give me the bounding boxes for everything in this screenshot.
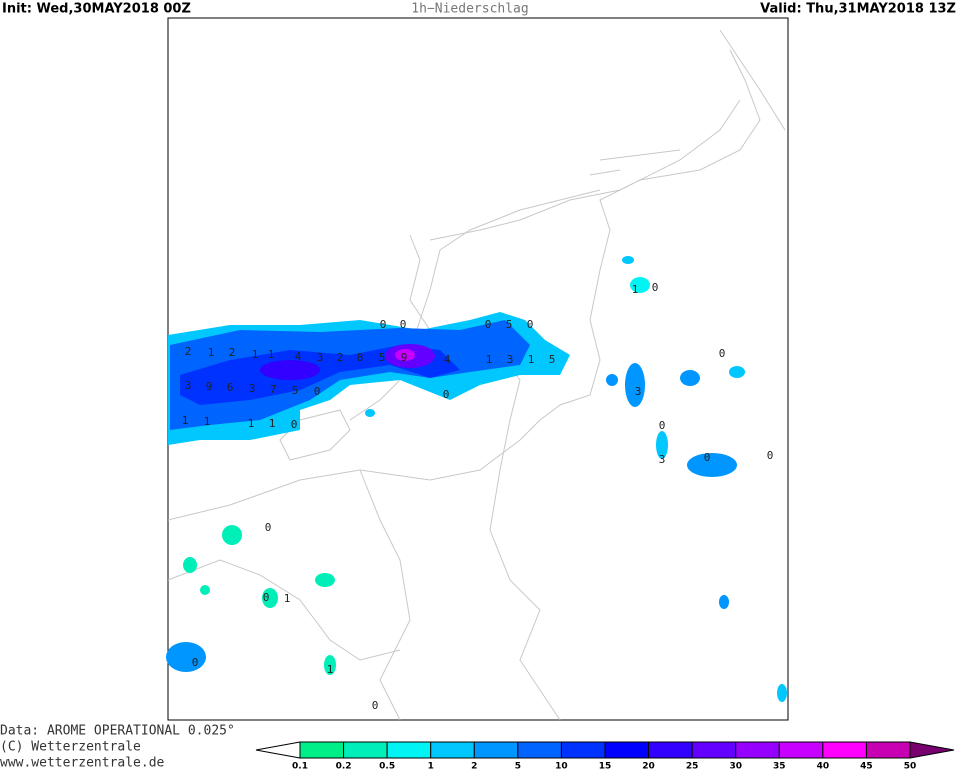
contour-label: 2 — [229, 346, 236, 359]
colorbar-swatch — [386, 741, 432, 759]
contour-label: 0 — [652, 281, 659, 294]
contour-label: 7 — [270, 383, 277, 396]
colorbar-swatch — [604, 741, 650, 759]
map-title: 1h−Niederschlag — [411, 2, 528, 17]
contour-label: 5 — [549, 353, 556, 366]
colorbar-swatch — [735, 741, 780, 759]
contour-label: 0 — [767, 449, 774, 462]
contour-label: 3 — [507, 353, 514, 366]
contour-label: 9 — [401, 351, 408, 364]
colorbar-label: 40 — [817, 762, 830, 770]
website: www.wetterzentrale.de — [0, 756, 165, 770]
contour-label: 0 — [659, 419, 666, 432]
contour-label: 1 — [182, 414, 189, 427]
contour-label: 0 — [719, 347, 726, 360]
colorbar-label: 10 — [555, 762, 568, 770]
colorbar-label: 45 — [860, 762, 873, 770]
init-time: Init: Wed,30MAY2018 00Z — [2, 2, 191, 17]
contour-label: 2 — [185, 345, 192, 358]
colorbar-label: 1 — [428, 762, 434, 770]
colorbar-under — [255, 741, 301, 759]
contour-label: 1 — [204, 415, 211, 428]
contour-label: 3 — [317, 351, 324, 364]
contour-label: 3 — [249, 382, 256, 395]
contour-label: 5 — [379, 351, 386, 364]
colorbar-swatch — [822, 741, 867, 759]
contour-label: 3 — [185, 379, 192, 392]
contour-label: 1 — [269, 417, 276, 430]
contour-label: 1 — [528, 353, 535, 366]
colorbar-label: 2 — [471, 762, 477, 770]
contour-label: 0 — [400, 318, 407, 331]
colorbar: 0.1 0.2 0.5 1 2 5 10 15 20 25 30 35 40 45 50 — [255, 741, 955, 770]
contour-label: 0 — [192, 656, 199, 669]
contour-label: 1 — [284, 592, 291, 605]
contour-label: 0 — [265, 521, 272, 534]
data-source: Data: AROME OPERATIONAL 0.025° — [0, 724, 235, 739]
contour-label: 4 — [444, 353, 451, 366]
contour-label: 5 — [292, 384, 299, 397]
contour-label: 0 — [704, 451, 711, 464]
contour-label: 3 — [659, 453, 666, 466]
colorbar-swatch — [865, 741, 911, 759]
contour-label: 1 — [632, 283, 639, 296]
contour-label: 1 — [486, 353, 493, 366]
colorbar-swatch — [517, 741, 562, 759]
colorbar-label: 0.5 — [379, 762, 395, 770]
colorbar-swatch — [648, 741, 693, 759]
contour-label: 0 — [485, 318, 492, 331]
colorbar-swatch — [299, 741, 345, 759]
colorbar-label: 20 — [642, 762, 655, 770]
contour-label: 2 — [337, 351, 344, 364]
contour-label: 1 — [208, 346, 215, 359]
valid-time: Valid: Thu,31MAY2018 13Z — [760, 2, 956, 17]
contour-label: 0 — [263, 591, 270, 604]
colorbar-swatch — [778, 741, 824, 759]
colorbar-label: 0.1 — [292, 762, 308, 770]
contour-label: 1 — [327, 663, 334, 676]
contour-label: 0 — [291, 418, 298, 431]
colorbar-swatch — [691, 741, 737, 759]
coastlines — [167, 29, 786, 721]
contour-label: 0 — [443, 388, 450, 401]
colorbar-label: 35 — [773, 762, 786, 770]
colorbar-label: 50 — [904, 762, 917, 770]
colorbar-swatch — [560, 741, 606, 759]
colorbar-label: 30 — [729, 762, 742, 770]
contour-label: 1 — [268, 348, 275, 361]
copyright: (C) Wetterzentrale — [0, 740, 141, 755]
contour-label: 3 — [635, 385, 642, 398]
contour-label: 8 — [357, 351, 364, 364]
precipitation — [166, 256, 787, 702]
colorbar-swatch — [473, 741, 519, 759]
contour-label: 1 — [248, 417, 255, 430]
colorbar-label: 5 — [515, 762, 521, 770]
contour-label: 0 — [372, 699, 379, 712]
map-labels: 0 0 0 5 02 1 2 1 1 4 3 2 8 5 9 4 1 3 1 53 9 6 3 7 5 0 01 1 1 1 01 00303… — [182, 281, 774, 712]
colorbar-label: 0.2 — [336, 762, 352, 770]
contour-label: 0 — [314, 385, 321, 398]
colorbar-swatch — [430, 741, 475, 759]
contour-label: 0 — [527, 318, 534, 331]
map: 0 0 0 5 02 1 2 1 1 4 3 2 8 5 9 4 1 3 1 53 9 6 3 7 5 0 01 1 1 1 01 00303… — [166, 17, 789, 721]
contour-label: 4 — [295, 350, 302, 363]
contour-label: 0 — [380, 318, 387, 331]
contour-label: 6 — [227, 381, 234, 394]
colorbar-label: 15 — [599, 762, 612, 770]
colorbar-over — [909, 741, 955, 759]
contour-label: 9 — [206, 380, 213, 393]
contour-label: 5 — [506, 318, 513, 331]
colorbar-swatch — [343, 741, 388, 759]
contour-label: 1 — [252, 348, 259, 361]
colorbar-label: 25 — [686, 762, 699, 770]
